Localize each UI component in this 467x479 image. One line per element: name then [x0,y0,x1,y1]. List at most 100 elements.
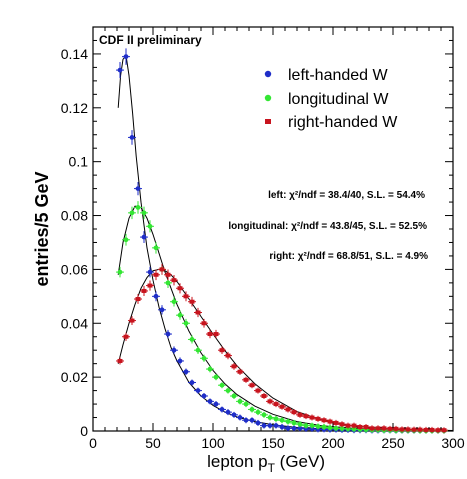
x-tick-label: 50 [145,435,161,451]
circle-marker [291,425,297,431]
data-point-right [332,419,340,426]
x-tick-label: 250 [381,435,405,451]
data-points [116,48,448,434]
data-point-left [116,62,124,79]
fit-result-longitudinal: longitudinal: χ²/ndf = 43.8/45, S.L. = 5… [228,221,427,232]
square-marker [117,358,123,363]
data-point-right [248,382,256,389]
square-marker [219,348,225,353]
axis-ticks: 0 50 100 150 200 250 300 0 0.02 0.04 0.06 0.08 0.1 0.… [61,27,465,451]
data-point-right [350,422,358,429]
circle-marker [147,223,153,229]
data-point-left [206,398,214,405]
data-point-right [176,283,184,294]
data-point-right [338,421,346,428]
series-2 [116,264,448,434]
circle-marker [213,401,219,407]
square-marker [201,321,207,326]
circle-marker [339,426,345,431]
circle-marker [183,320,189,326]
fit-result-left: left: χ²/ndf = 38.4/40, S.L. = 54.4% [268,190,425,201]
circle-marker [261,412,267,418]
circle-marker [309,423,315,429]
data-point-right [392,425,400,432]
circle-marker [183,369,189,375]
square-marker [165,272,171,277]
data-point-left [140,231,148,243]
data-point-right [182,291,190,302]
data-point-longitudinal [182,318,190,328]
circle-marker [297,425,303,431]
circle-marker [231,393,237,399]
square-marker [249,383,255,388]
data-point-longitudinal [308,422,316,429]
circle-marker [147,269,153,275]
data-point-longitudinal [242,401,250,408]
square-marker [261,393,267,398]
y-tick-label: 0.14 [61,46,88,62]
data-point-left [242,417,250,424]
data-point-right [212,329,220,339]
square-marker [393,426,399,431]
data-point-right [290,409,298,416]
data-point-right [146,280,154,291]
square-marker [327,419,333,424]
circle-marker [219,407,225,412]
data-point-longitudinal [152,242,160,254]
x-tick-label: 0 [89,435,97,451]
square-marker [345,423,351,428]
data-point-longitudinal [140,206,148,220]
square-marker [315,416,321,421]
data-point-right [170,274,178,286]
circle-marker [201,355,207,361]
series-0 [116,48,448,434]
data-point-longitudinal [230,392,238,399]
data-point-left [236,414,244,421]
circle-marker [207,366,213,372]
square-marker [237,369,243,374]
data-point-right [128,316,136,326]
x-tick-label: 300 [441,435,465,451]
circle-marker [327,425,333,431]
series-1 [116,201,448,434]
circle-marker [237,398,243,404]
square-marker [387,426,393,431]
circle-marker [189,337,195,342]
circle-marker [321,424,327,430]
square-marker [309,415,315,420]
data-point-longitudinal [254,409,262,416]
square-marker [267,399,273,404]
data-point-longitudinal [122,233,130,246]
square-marker [213,332,219,337]
data-point-longitudinal [200,354,208,362]
x-axis-title-subscript: T [268,461,276,475]
circle-marker [171,347,177,353]
data-point-right [236,368,244,376]
data-point-right [296,411,304,418]
square-marker [369,426,375,431]
square-marker [159,267,165,272]
data-point-left [152,291,160,302]
data-point-right [320,417,328,424]
circle-marker [273,423,279,429]
legend-marker-left [264,70,272,78]
data-point-right [440,427,448,434]
circle-marker [135,186,141,192]
square-marker [225,353,231,358]
circle-marker [129,210,135,216]
data-point-left [254,419,262,426]
data-point-left [200,392,208,399]
square-marker [417,427,423,432]
data-point-left [158,305,166,315]
data-point-right [266,398,274,405]
square-marker [129,318,135,323]
circle-marker [207,398,213,404]
circle-marker [255,409,261,415]
circle-marker [225,409,231,415]
circle-marker [297,421,303,427]
circle-marker [141,234,147,240]
circle-marker [249,407,255,412]
data-point-longitudinal [188,335,196,344]
data-point-right [164,269,172,281]
data-point-right [380,425,388,432]
